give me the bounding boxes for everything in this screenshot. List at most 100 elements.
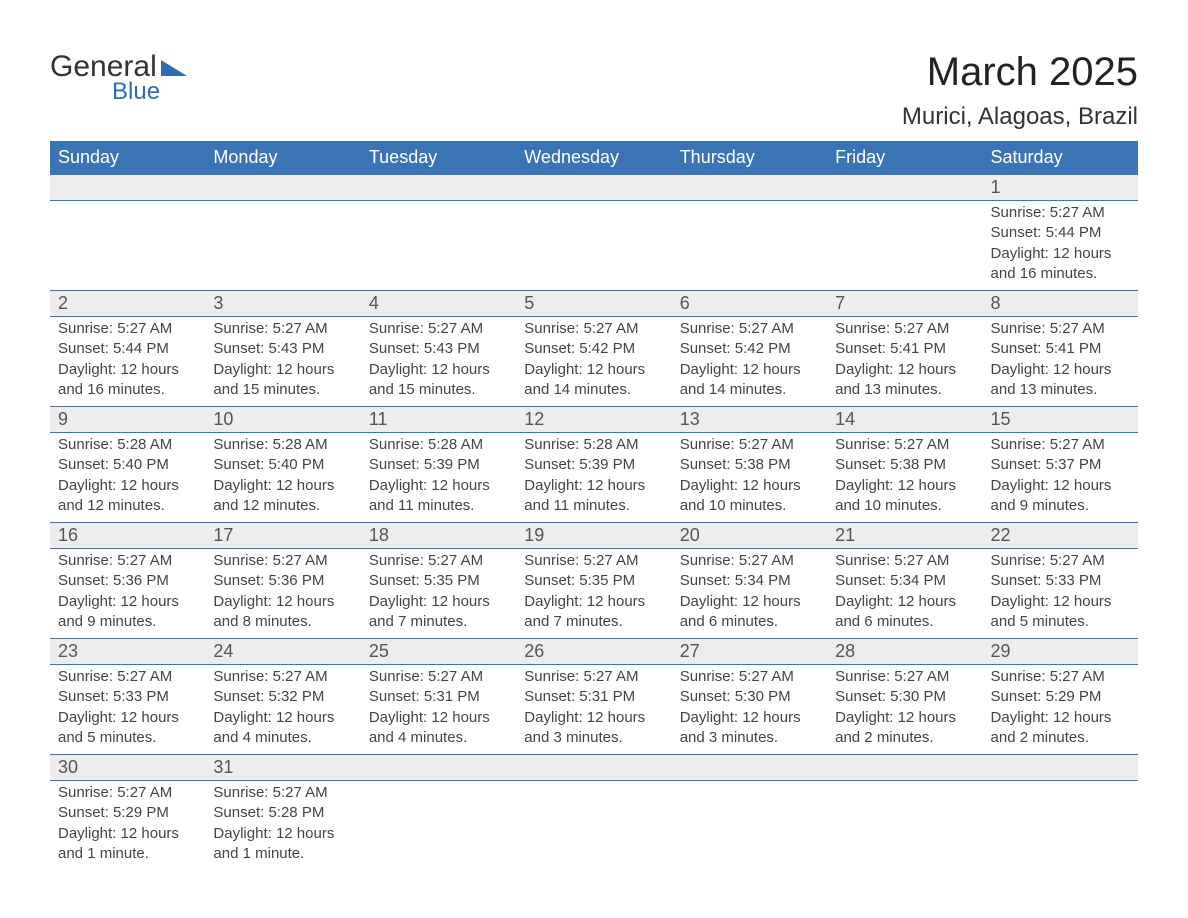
day-details-cell: Sunrise: 5:27 AMSunset: 5:42 PMDaylight:…: [672, 317, 827, 407]
day-number: 31: [205, 755, 360, 780]
day-details-cell: Sunrise: 5:27 AMSunset: 5:38 PMDaylight:…: [672, 433, 827, 523]
sunset-text: Sunset: 5:36 PM: [213, 571, 352, 591]
sunset-text: Sunset: 5:29 PM: [991, 687, 1130, 707]
day-number: 9: [50, 407, 205, 432]
sunset-text: Sunset: 5:30 PM: [835, 687, 974, 707]
day-number-cell: [361, 755, 516, 781]
sunset-text: Sunset: 5:38 PM: [680, 455, 819, 475]
sunrise-text: Sunrise: 5:27 AM: [835, 551, 974, 571]
day-details-cell: Sunrise: 5:27 AMSunset: 5:30 PMDaylight:…: [827, 665, 982, 755]
sunset-text: Sunset: 5:43 PM: [213, 339, 352, 359]
sunrise-text: Sunrise: 5:27 AM: [369, 667, 508, 687]
day-details-cell: Sunrise: 5:27 AMSunset: 5:30 PMDaylight:…: [672, 665, 827, 755]
daylight-text: Daylight: 12 hours and 14 minutes.: [524, 360, 663, 401]
day-number-cell: 10: [205, 407, 360, 433]
week-number-row: 2345678: [50, 291, 1138, 317]
daylight-text: Daylight: 12 hours and 15 minutes.: [213, 360, 352, 401]
daylight-text: Daylight: 12 hours and 6 minutes.: [835, 592, 974, 633]
day-number: 17: [205, 523, 360, 548]
daylight-text: Daylight: 12 hours and 7 minutes.: [369, 592, 508, 633]
day-number-cell: 11: [361, 407, 516, 433]
week-number-row: 9101112131415: [50, 407, 1138, 433]
daylight-text: Daylight: 12 hours and 16 minutes.: [58, 360, 197, 401]
day-number-cell: 18: [361, 523, 516, 549]
calendar-body: 1Sunrise: 5:27 AMSunset: 5:44 PMDaylight…: [50, 175, 1138, 871]
sunset-text: Sunset: 5:41 PM: [835, 339, 974, 359]
day-header: Thursday: [672, 141, 827, 175]
day-details-cell: Sunrise: 5:27 AMSunset: 5:31 PMDaylight:…: [361, 665, 516, 755]
day-details-cell: Sunrise: 5:27 AMSunset: 5:29 PMDaylight:…: [983, 665, 1138, 755]
sunset-text: Sunset: 5:41 PM: [991, 339, 1130, 359]
sunset-text: Sunset: 5:30 PM: [680, 687, 819, 707]
day-number-cell: 14: [827, 407, 982, 433]
daylight-text: Daylight: 12 hours and 5 minutes.: [58, 708, 197, 749]
day-number-cell: 29: [983, 639, 1138, 665]
sunset-text: Sunset: 5:44 PM: [58, 339, 197, 359]
day-number-cell: 8: [983, 291, 1138, 317]
daylight-text: Daylight: 12 hours and 13 minutes.: [835, 360, 974, 401]
sunrise-text: Sunrise: 5:27 AM: [58, 667, 197, 687]
day-details-cell: Sunrise: 5:27 AMSunset: 5:34 PMDaylight:…: [672, 549, 827, 639]
sunrise-text: Sunrise: 5:27 AM: [58, 551, 197, 571]
day-number: 2: [50, 291, 205, 316]
day-details-cell: Sunrise: 5:27 AMSunset: 5:41 PMDaylight:…: [827, 317, 982, 407]
daylight-text: Daylight: 12 hours and 5 minutes.: [991, 592, 1130, 633]
week-details-row: Sunrise: 5:27 AMSunset: 5:33 PMDaylight:…: [50, 665, 1138, 755]
location: Murici, Alagoas, Brazil: [902, 103, 1138, 131]
day-number: 29: [983, 639, 1138, 664]
day-number-cell: [983, 755, 1138, 781]
daylight-text: Daylight: 12 hours and 8 minutes.: [213, 592, 352, 633]
sunrise-text: Sunrise: 5:27 AM: [524, 551, 663, 571]
day-number-cell: 3: [205, 291, 360, 317]
daylight-text: Daylight: 12 hours and 9 minutes.: [58, 592, 197, 633]
day-details-cell: [516, 201, 671, 291]
day-number-cell: 2: [50, 291, 205, 317]
daylight-text: Daylight: 12 hours and 11 minutes.: [369, 476, 508, 517]
day-header: Sunday: [50, 141, 205, 175]
day-number: 23: [50, 639, 205, 664]
sunrise-text: Sunrise: 5:27 AM: [991, 319, 1130, 339]
day-header: Saturday: [983, 141, 1138, 175]
sunset-text: Sunset: 5:35 PM: [369, 571, 508, 591]
day-header: Tuesday: [361, 141, 516, 175]
day-number: 30: [50, 755, 205, 780]
day-details-cell: Sunrise: 5:27 AMSunset: 5:34 PMDaylight:…: [827, 549, 982, 639]
day-number: 1: [983, 175, 1138, 200]
sunset-text: Sunset: 5:40 PM: [213, 455, 352, 475]
week-details-row: Sunrise: 5:27 AMSunset: 5:36 PMDaylight:…: [50, 549, 1138, 639]
day-number: 19: [516, 523, 671, 548]
day-details-cell: [516, 781, 671, 871]
day-details-cell: [827, 781, 982, 871]
day-number: 12: [516, 407, 671, 432]
sunrise-text: Sunrise: 5:27 AM: [213, 667, 352, 687]
sunrise-text: Sunrise: 5:28 AM: [213, 435, 352, 455]
sunset-text: Sunset: 5:29 PM: [58, 803, 197, 823]
daylight-text: Daylight: 12 hours and 12 minutes.: [213, 476, 352, 517]
sunset-text: Sunset: 5:37 PM: [991, 455, 1130, 475]
day-details-cell: [672, 781, 827, 871]
day-number-cell: 17: [205, 523, 360, 549]
sunrise-text: Sunrise: 5:27 AM: [991, 551, 1130, 571]
day-details-cell: Sunrise: 5:27 AMSunset: 5:35 PMDaylight:…: [516, 549, 671, 639]
sunrise-text: Sunrise: 5:27 AM: [58, 319, 197, 339]
day-details-cell: Sunrise: 5:27 AMSunset: 5:36 PMDaylight:…: [50, 549, 205, 639]
sunrise-text: Sunrise: 5:27 AM: [680, 319, 819, 339]
week-number-row: 3031: [50, 755, 1138, 781]
day-number-cell: 25: [361, 639, 516, 665]
day-number-cell: [672, 175, 827, 201]
day-number: 26: [516, 639, 671, 664]
day-details-cell: Sunrise: 5:27 AMSunset: 5:33 PMDaylight:…: [983, 549, 1138, 639]
day-number: 28: [827, 639, 982, 664]
sunset-text: Sunset: 5:34 PM: [835, 571, 974, 591]
day-number: 21: [827, 523, 982, 548]
daylight-text: Daylight: 12 hours and 13 minutes.: [991, 360, 1130, 401]
sunrise-text: Sunrise: 5:27 AM: [680, 551, 819, 571]
day-number: 25: [361, 639, 516, 664]
day-details-cell: Sunrise: 5:27 AMSunset: 5:43 PMDaylight:…: [205, 317, 360, 407]
day-number-cell: 28: [827, 639, 982, 665]
day-number-cell: 1: [983, 175, 1138, 201]
daylight-text: Daylight: 12 hours and 6 minutes.: [680, 592, 819, 633]
day-number-cell: [516, 175, 671, 201]
header: General Blue March 2025 Murici, Alagoas,…: [50, 50, 1138, 131]
logo: General Blue: [50, 50, 187, 106]
